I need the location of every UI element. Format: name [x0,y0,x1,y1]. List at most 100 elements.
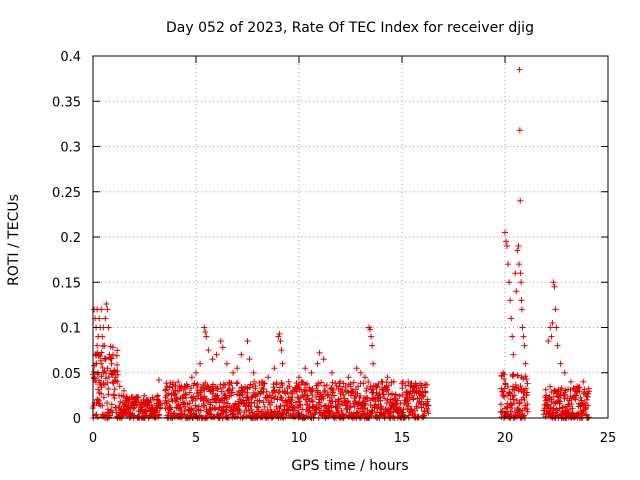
data-point [524,380,531,387]
data-point [108,355,115,362]
chart-title: Day 052 of 2023, Rate Of TEC Index for r… [166,20,534,36]
data-point [114,362,121,369]
data-point [585,402,592,409]
data-point [323,382,330,389]
data-point [552,399,559,406]
data-point [520,333,527,340]
data-point [289,394,296,401]
data-point [102,375,109,382]
data-point [401,413,408,420]
data-point [357,392,364,399]
data-point [357,369,364,376]
data-point [211,405,218,412]
data-point [337,378,344,385]
data-point [576,388,583,395]
data-point [353,365,360,372]
data-point [314,360,321,367]
data-point [508,315,515,322]
data-point [581,386,588,393]
x-tick-label: 0 [89,431,97,446]
data-point [102,315,109,322]
data-point [90,368,97,375]
data-point [503,238,510,245]
data-point [545,338,552,345]
data-point [116,383,123,390]
data-point [309,385,316,392]
y-axis-title: ROTI / TECUs [6,194,22,286]
data-point [316,349,323,356]
data-point [425,410,432,417]
data-point [422,388,429,395]
data-point [369,408,376,415]
data-point [193,369,199,376]
data-point [302,387,309,394]
data-point [241,388,248,395]
data-point [384,374,391,381]
data-point [219,344,226,351]
data-point [94,414,101,421]
data-point [521,396,528,403]
data-point [112,374,119,381]
data-point [172,387,179,394]
data-point [239,387,246,394]
data-point [203,333,210,340]
y-tick-label: 0.4 [60,50,81,65]
data-point [361,374,368,381]
data-point [552,306,559,313]
data-point [570,384,577,391]
data-point [501,393,508,400]
data-point [360,410,367,417]
data-point [104,306,111,313]
data-point [521,342,528,349]
data-point [363,385,370,392]
data-point [583,396,590,403]
data-point [98,360,105,367]
data-point [100,369,107,376]
data-point [117,398,124,405]
data-point [301,391,308,398]
data-point [517,197,524,204]
data-point [246,356,253,363]
data-point [275,333,282,340]
data-point [316,399,323,406]
data-point [243,407,250,414]
data-point [349,388,356,395]
data-point [98,373,105,380]
data-point [101,342,108,349]
data-point [210,387,217,394]
data-point [244,338,251,345]
data-point [390,378,397,385]
data-point [297,402,304,409]
data-point [205,347,212,354]
data-point [103,399,110,406]
data-point [184,383,191,390]
data-point [308,388,315,395]
data-point [557,390,564,397]
data-point [518,306,525,313]
x-tick-label: 25 [600,431,617,446]
data-point [206,410,213,417]
data-point [516,127,523,134]
data-point [175,379,182,386]
data-point [368,333,375,340]
data-point [94,342,101,349]
data-point [213,351,220,358]
data-point [502,229,508,236]
data-point [558,385,565,392]
data-point [165,390,172,397]
data-point [509,333,516,340]
data-point [251,400,258,407]
data-point [108,360,115,367]
data-point [201,324,208,331]
data-point [347,392,354,399]
data-points [89,66,592,421]
data-point [547,383,554,390]
data-point [134,393,141,400]
data-point [230,369,237,376]
data-point [381,395,388,402]
data-point [521,412,528,419]
data-point [328,369,335,376]
data-point [182,391,189,398]
data-point [557,398,564,405]
data-point [214,385,221,392]
